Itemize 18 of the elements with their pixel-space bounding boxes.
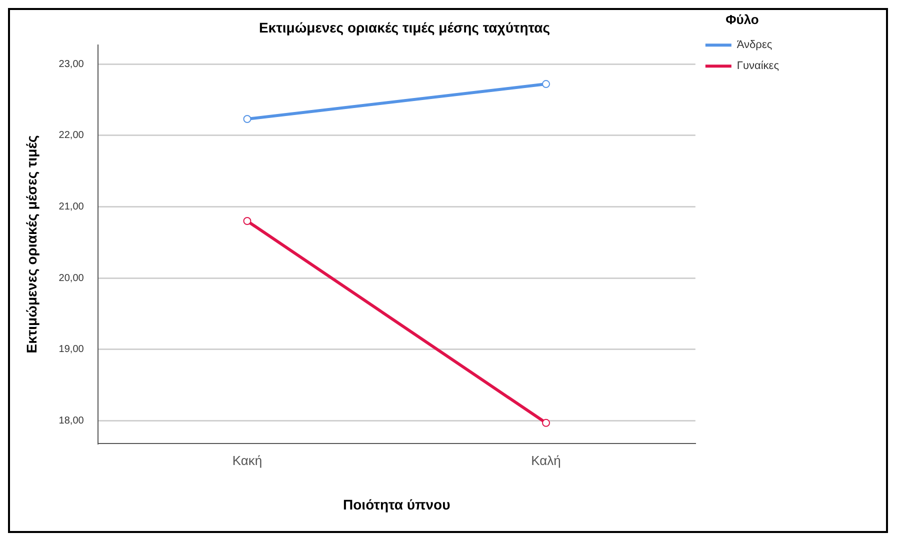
point <box>243 114 252 123</box>
x-tick-label: Καλή <box>531 452 561 468</box>
legend-label: Άνδρες <box>736 39 772 52</box>
chart-title: Εκτιμώμενες οριακές τιμές μέσης ταχύτητας <box>258 19 550 36</box>
point <box>243 217 252 226</box>
y-tick-label: 23,00 <box>58 58 84 70</box>
y-tick-label: 20,00 <box>58 272 84 284</box>
legend-label: Γυναίκες <box>736 60 780 72</box>
y-tick-label: 21,00 <box>58 201 84 212</box>
point <box>542 80 550 88</box>
y-axis-title: Εκτιμώμενες οριακές μέσες τιμές <box>23 135 40 354</box>
legend-title: Φύλο <box>726 12 759 28</box>
y-tick-label: 22,00 <box>58 130 84 142</box>
point <box>542 418 550 427</box>
y-tick-label: 18,00 <box>58 416 84 427</box>
x-axis-title: Ποιότητα ύπνου <box>343 496 450 512</box>
x-tick-label: Κακή <box>232 452 262 468</box>
y-tick-label: 19,00 <box>58 344 84 356</box>
